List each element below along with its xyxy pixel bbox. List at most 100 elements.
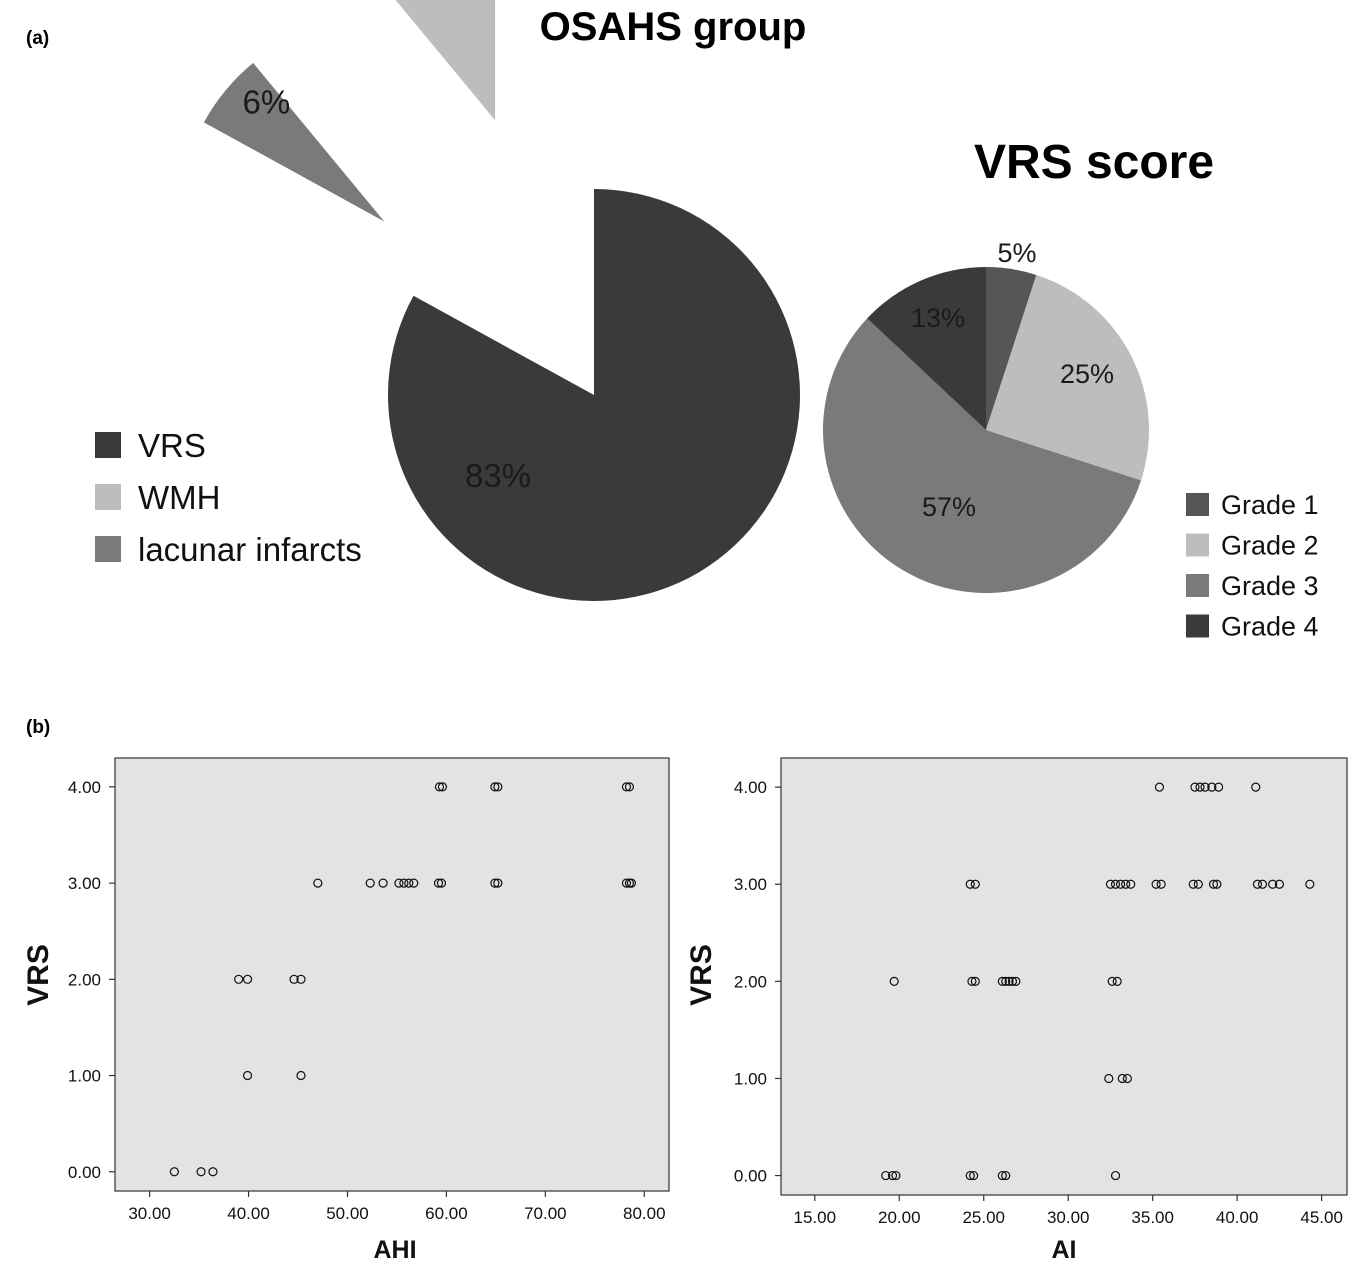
scatter-point bbox=[242, 1070, 253, 1081]
scatter-point bbox=[490, 782, 500, 792]
scatter-point bbox=[1212, 879, 1222, 889]
scatter-point bbox=[626, 878, 637, 888]
scatter-point bbox=[404, 878, 414, 888]
pie-label-grade-4: 13% bbox=[911, 303, 965, 333]
y-tick-label: 0.00 bbox=[68, 1163, 101, 1182]
vrs-score-pie-slices bbox=[822, 267, 1149, 593]
pie-label-grade-1: 5% bbox=[997, 238, 1036, 268]
ahi-scatter-plot: 30.00 40.00 50.00 60.00 70.00 80.00 0.00 1.00 2.… bbox=[22, 757, 670, 1262]
scatter-point bbox=[436, 878, 447, 888]
ai-scatter-points bbox=[881, 782, 1315, 1181]
ahi-plot-area bbox=[114, 757, 670, 1192]
scatter-point bbox=[889, 976, 899, 986]
scatter-point bbox=[970, 879, 980, 889]
legend-swatch-wmh bbox=[95, 484, 121, 510]
pie-slice-grade-3 bbox=[822, 318, 1142, 593]
pie-slice-grade-1 bbox=[986, 267, 1037, 430]
scatter-point bbox=[1107, 976, 1117, 986]
scatter-point bbox=[624, 782, 635, 792]
scatter-point bbox=[289, 974, 299, 984]
legend-swatch-vrs bbox=[95, 432, 121, 458]
scatter-point bbox=[1104, 1073, 1114, 1084]
legend-swatch-grade-4 bbox=[1186, 614, 1209, 638]
scatter-point bbox=[493, 782, 503, 792]
vrs-score-pie-title: VRS score bbox=[974, 136, 1214, 189]
x-tick-label: 40.00 bbox=[227, 1204, 270, 1223]
osahs-pie-slices bbox=[203, 0, 801, 602]
scatter-point bbox=[399, 878, 409, 888]
scatter-point bbox=[1207, 782, 1217, 792]
ahi-y-axis-title: VRS bbox=[22, 944, 55, 1006]
pie-label-grade-3: 57% bbox=[922, 492, 976, 522]
scatter-point bbox=[970, 976, 980, 986]
ai-plot-area bbox=[780, 757, 1348, 1196]
scatter-point bbox=[169, 1167, 179, 1177]
ai-scatter-plot: 15.00 20.00 25.00 30.00 35.00 40.00 45.00 0.00 1… bbox=[685, 757, 1348, 1262]
x-tick-label: 45.00 bbox=[1300, 1208, 1343, 1227]
x-tick-label: 15.00 bbox=[794, 1208, 837, 1227]
scatter-point bbox=[1208, 879, 1219, 889]
osahs-pie-labels: 83%6%11% bbox=[243, 84, 531, 494]
scatter-point bbox=[1151, 879, 1161, 889]
scatter-point bbox=[1305, 879, 1315, 889]
legend-label-lacunar-infarcts: lacunar infarcts bbox=[138, 531, 362, 568]
scatter-point bbox=[621, 878, 632, 888]
scatter-point bbox=[1115, 879, 1126, 889]
vrs-score-pie-labels: 5% 25% 57% 13% bbox=[911, 238, 1114, 522]
y-tick-label: 3.00 bbox=[734, 875, 767, 894]
pie-label-grade-2: 25% bbox=[1060, 359, 1114, 389]
scatter-point bbox=[1251, 782, 1261, 792]
y-tick-label: 3.00 bbox=[68, 874, 101, 893]
scatter-point bbox=[1001, 1170, 1011, 1181]
scatter-point bbox=[1001, 976, 1011, 986]
scatter-point bbox=[1156, 879, 1166, 889]
scatter-point bbox=[1117, 1073, 1127, 1084]
scatter-point bbox=[433, 878, 444, 888]
scatter-point bbox=[887, 1170, 898, 1181]
legend-label-grade-1: Grade 1 bbox=[1221, 490, 1319, 520]
scatter-point bbox=[1110, 879, 1121, 889]
scatter-point bbox=[437, 782, 448, 792]
legend-label-grade-3: Grade 3 bbox=[1221, 571, 1319, 601]
legend-label-grade-4: Grade 4 bbox=[1221, 612, 1319, 642]
pie-slice-vrs bbox=[388, 189, 801, 602]
pie-slice-grade-2 bbox=[986, 274, 1149, 481]
ai-axis-ticks: 15.00 20.00 25.00 30.00 35.00 40.00 45.00 0.00 1… bbox=[734, 778, 1343, 1227]
panel-a-label: (a) bbox=[26, 28, 49, 49]
scatter-point bbox=[1195, 782, 1205, 792]
scatter-point bbox=[493, 878, 503, 888]
scatter-point bbox=[1257, 879, 1268, 889]
ahi-x-axis-title: AHI bbox=[373, 1236, 416, 1262]
ai-y-axis-title: VRS bbox=[685, 944, 718, 1006]
scatter-point bbox=[296, 1070, 306, 1081]
y-tick-label: 1.00 bbox=[68, 1067, 101, 1086]
scatter-point bbox=[997, 976, 1007, 986]
scatter-point bbox=[965, 1170, 975, 1181]
scatter-point bbox=[967, 976, 977, 986]
panel-b-label: (b) bbox=[26, 717, 50, 738]
scatter-point bbox=[242, 974, 253, 984]
legend-label-wmh: WMH bbox=[138, 479, 220, 516]
scatter-point bbox=[1154, 782, 1165, 792]
y-tick-label: 4.00 bbox=[68, 778, 101, 797]
scatter-point bbox=[196, 1167, 206, 1177]
y-tick-label: 4.00 bbox=[734, 778, 767, 797]
scatter-point bbox=[1126, 879, 1136, 889]
legend-swatch-grade-2 bbox=[1186, 533, 1209, 557]
x-tick-label: 70.00 bbox=[524, 1204, 567, 1223]
scatter-point bbox=[1105, 879, 1116, 889]
scatter-point bbox=[1011, 976, 1021, 986]
legend-swatch-grade-1 bbox=[1186, 493, 1209, 516]
legend-swatch-grade-3 bbox=[1186, 574, 1209, 597]
x-tick-label: 20.00 bbox=[878, 1208, 921, 1227]
scatter-point bbox=[881, 1170, 891, 1181]
vrs-score-pie-legend: Grade 1 Grade 2 Grade 3 Grade 4 bbox=[1186, 490, 1319, 642]
scatter-point bbox=[409, 878, 419, 888]
scatter-point bbox=[1274, 879, 1285, 889]
x-tick-label: 40.00 bbox=[1216, 1208, 1259, 1227]
scatter-point bbox=[621, 782, 632, 792]
y-tick-label: 2.00 bbox=[734, 972, 767, 991]
scatter-point bbox=[1007, 976, 1018, 986]
